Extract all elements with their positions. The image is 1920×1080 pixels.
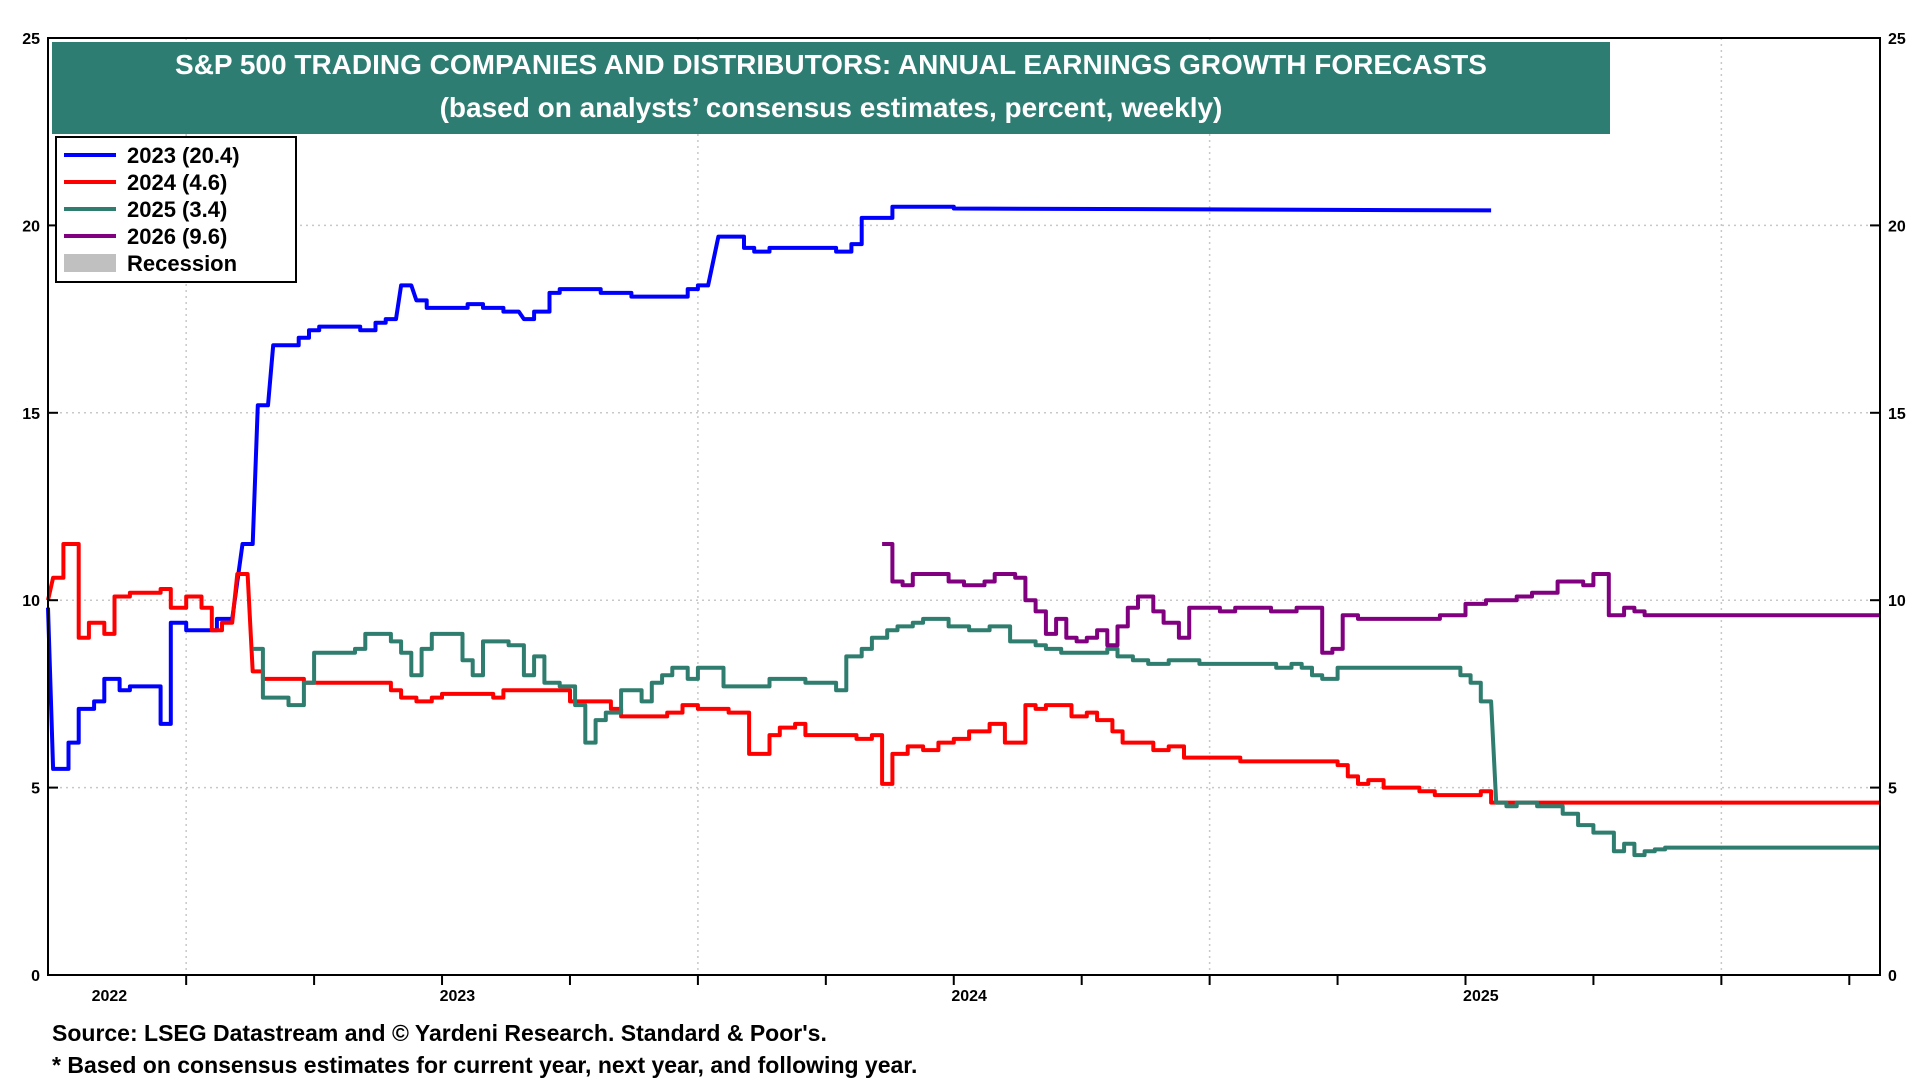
grid-lines <box>48 38 1880 975</box>
y-tick-label-left: 10 <box>22 593 40 610</box>
x-tick-label: 2024 <box>951 988 987 1005</box>
legend: 2023 (20.4)2024 (4.6)2025 (3.4)2026 (9.6… <box>55 136 297 283</box>
plot-frame <box>47 37 1881 976</box>
series-line <box>252 616 1880 858</box>
y-tick-label-right: 0 <box>1888 968 1897 985</box>
title-banner: S&P 500 TRADING COMPANIES AND DISTRIBUTO… <box>52 42 1610 134</box>
y-tick-label-left: 25 <box>22 31 40 48</box>
chart-title: S&P 500 TRADING COMPANIES AND DISTRIBUTO… <box>175 49 1487 80</box>
legend-label: 2026 (9.6) <box>127 224 227 249</box>
series-line <box>882 542 1880 655</box>
y-tick-label-right: 10 <box>1888 593 1906 610</box>
series-line <box>46 542 1880 805</box>
y-tick-label-left: 20 <box>22 218 40 235</box>
legend-label: 2024 (4.6) <box>127 170 227 195</box>
legend-label: 2023 (20.4) <box>127 143 240 168</box>
y-tick-label-left: 5 <box>31 781 40 798</box>
y-tick-label-right: 20 <box>1888 218 1906 235</box>
legend-label: Recession <box>127 251 237 276</box>
y-tick-label-right: 5 <box>1888 781 1897 798</box>
y-tick-label-left: 15 <box>22 406 40 423</box>
x-tick-label: 2022 <box>92 988 128 1005</box>
series-lines <box>46 204 1880 858</box>
y-tick-label-left: 0 <box>31 968 40 985</box>
footnote: * Based on consensus estimates for curre… <box>52 1052 918 1078</box>
series-line <box>46 204 1492 771</box>
legend-swatch-recession <box>64 254 116 272</box>
x-tick-label: 2023 <box>440 988 476 1005</box>
y-tick-label-right: 15 <box>1888 406 1906 423</box>
x-tick-label: 2025 <box>1463 988 1499 1005</box>
y-tick-label-right: 25 <box>1888 31 1906 48</box>
chart-subtitle: (based on analysts’ consensus estimates,… <box>440 92 1223 123</box>
legend-label: 2025 (3.4) <box>127 197 227 222</box>
source-note: Source: LSEG Datastream and © Yardeni Re… <box>52 1020 827 1046</box>
